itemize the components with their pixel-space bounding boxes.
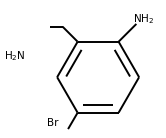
Text: H$_2$N: H$_2$N	[4, 49, 26, 63]
Text: Br: Br	[47, 118, 58, 128]
Text: NH$_2$: NH$_2$	[133, 12, 154, 26]
